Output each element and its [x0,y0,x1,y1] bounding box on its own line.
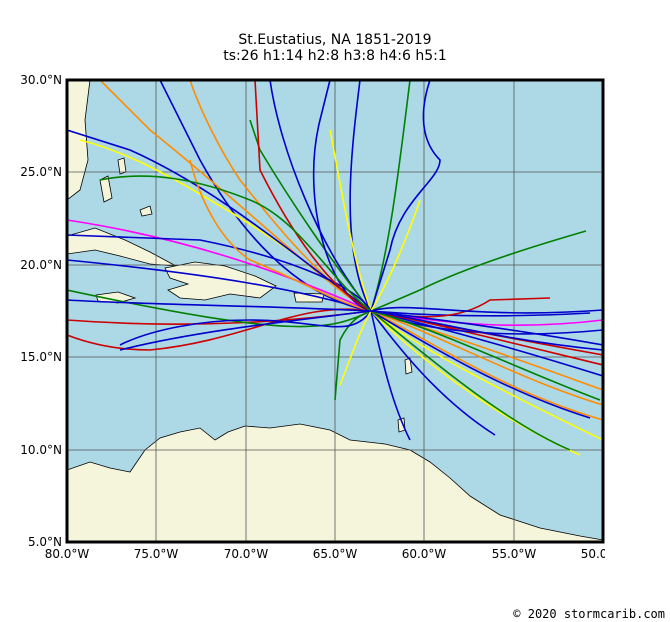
map-frame [65,78,605,544]
subtitle: ts:26 h1:14 h2:8 h3:8 h4:6 h5:1 [223,48,447,64]
lon-label: 55.0°W [492,547,537,561]
title: St.Eustatius, NA 1851-2019 [238,32,431,48]
lon-label: 80.0°W [45,547,90,561]
lat-label: 30.0°N [20,73,62,87]
lat-labels: 30.0°N 25.0°N 20.0°N 15.0°N 10.0°N 5.0°N [20,73,62,549]
map [67,80,603,542]
storm-tracks [67,80,603,456]
lat-label: 20.0°N [20,258,62,272]
lat-label: 15.0°N [20,350,62,364]
lon-label: 75.0°W [134,547,179,561]
lat-label: 5.0°N [28,535,62,549]
lat-label: 10.0°N [20,443,62,457]
lon-label: 65.0°W [313,547,358,561]
copyright: © 2020 stormcarib.com [513,607,665,621]
lon-label: 70.0°W [224,547,269,561]
lon-labels: 80.0°W 75.0°W 70.0°W 65.0°W 60.0°W 55.0°… [45,547,626,561]
lon-label: 50.0°W [581,547,626,561]
lat-label: 25.0°N [20,165,62,179]
lon-label: 60.0°W [402,547,447,561]
